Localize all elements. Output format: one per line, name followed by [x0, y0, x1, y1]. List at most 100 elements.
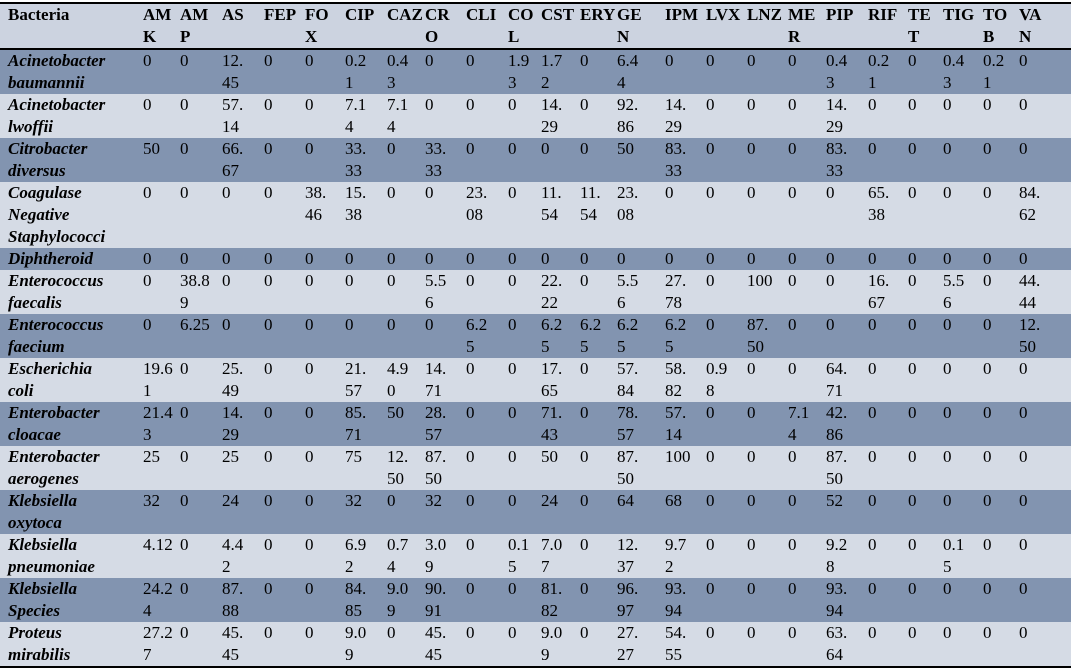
resistance-value: 0 [504, 402, 537, 446]
column-header-text: VA [1019, 5, 1042, 24]
resistance-value: 0 [260, 490, 301, 534]
column-header-text: N [1019, 27, 1032, 46]
resistance-value: 12.45 [218, 49, 260, 94]
resistance-value: 0 [576, 94, 613, 138]
resistance-value: 0 [702, 622, 743, 667]
resistance-value: 27.78 [661, 270, 702, 314]
resistance-value: 32 [139, 490, 176, 534]
resistance-value: 0 [504, 578, 537, 622]
resistance-value: 0 [341, 270, 383, 314]
table-row: Klebsiella Species 24.24 0 87.88 0 0 84.85 9.09… [0, 578, 1071, 622]
resistance-value: 9.09 [383, 578, 421, 622]
resistance-value: 0 [576, 490, 613, 534]
resistance-value: 71.43 [537, 402, 576, 446]
resistance-value: 0 [743, 358, 784, 402]
column-header-GEN: GE N [613, 3, 661, 50]
resistance-value: 44.44 [1015, 270, 1071, 314]
resistance-value: 0 [904, 446, 939, 490]
resistance-value: 0 [301, 270, 341, 314]
resistance-value: 0 [904, 578, 939, 622]
column-header-text: AS [222, 5, 244, 24]
resistance-value: 1.72 [537, 49, 576, 94]
column-header-text: RIF [868, 5, 898, 24]
resistance-value: 28.57 [421, 402, 462, 446]
resistance-value: 0 [979, 270, 1015, 314]
resistance-value: 0 [176, 402, 218, 446]
resistance-value: 0 [784, 490, 822, 534]
resistance-value: 0 [979, 490, 1015, 534]
column-header-VAN: VA N [1015, 3, 1071, 50]
resistance-value: 5.56 [613, 270, 661, 314]
resistance-value: 0 [661, 49, 702, 94]
resistance-value: 6.25 [537, 314, 576, 358]
resistance-value: 0 [979, 182, 1015, 248]
resistance-value: 0 [576, 534, 613, 578]
resistance-value: 0 [864, 358, 904, 402]
resistance-value: 0 [1015, 94, 1071, 138]
column-header-AMP: AM P [176, 3, 218, 50]
resistance-value: 11.54 [576, 182, 613, 248]
resistance-value: 0 [504, 138, 537, 182]
resistance-value: 27.27 [613, 622, 661, 667]
bacteria-name: Citrobacter diversus [0, 138, 139, 182]
resistance-value: 0 [1015, 622, 1071, 667]
resistance-value: 0 [939, 622, 979, 667]
resistance-value: 0 [504, 490, 537, 534]
resistance-value: 0 [784, 534, 822, 578]
resistance-value: 0 [702, 94, 743, 138]
resistance-value: 0 [939, 138, 979, 182]
resistance-value: 0 [661, 182, 702, 248]
resistance-value: 24.24 [139, 578, 176, 622]
column-header-TIG: TIG [939, 3, 979, 50]
resistance-value: 0 [702, 314, 743, 358]
resistance-value: 64 [613, 490, 661, 534]
resistance-value: 0 [462, 534, 504, 578]
resistance-value: 0 [864, 622, 904, 667]
table-row: Coagulase Negative Staphylococci 0 0 0 0 38.4… [0, 182, 1071, 248]
resistance-value: 0 [784, 622, 822, 667]
resistance-value: 4.12 [139, 534, 176, 578]
resistance-value: 25 [139, 446, 176, 490]
resistance-value: 0 [822, 182, 864, 248]
resistance-value: 0 [462, 446, 504, 490]
resistance-value: 0 [784, 182, 822, 248]
resistance-value: 85.71 [341, 402, 383, 446]
resistance-value: 83.33 [661, 138, 702, 182]
column-header-text: B [983, 27, 995, 46]
resistance-value: 0 [421, 314, 462, 358]
resistance-value: 0 [260, 182, 301, 248]
resistance-value: 0 [341, 314, 383, 358]
resistance-value: 0 [462, 138, 504, 182]
column-header-PIP: PIP [822, 3, 864, 50]
resistance-value: 0 [702, 248, 743, 270]
resistance-value: 14.29 [537, 94, 576, 138]
resistance-value: 0 [864, 446, 904, 490]
resistance-value: 9.09 [537, 622, 576, 667]
resistance-value: 0 [260, 94, 301, 138]
resistance-value: 7.07 [537, 534, 576, 578]
resistance-value: 0 [462, 490, 504, 534]
resistance-value: 0 [421, 182, 462, 248]
resistance-value: 16.67 [864, 270, 904, 314]
resistance-value: 23.08 [462, 182, 504, 248]
resistance-value: 38.46 [301, 182, 341, 248]
bacteria-name: Escherichia coli [0, 358, 139, 402]
column-header-text: LNZ [747, 5, 782, 24]
resistance-value: 22.22 [537, 270, 576, 314]
column-header-text: K [143, 27, 157, 46]
resistance-value: 0.21 [864, 49, 904, 94]
resistance-value: 0 [864, 402, 904, 446]
resistance-value: 0 [702, 534, 743, 578]
resistance-value: 0 [462, 622, 504, 667]
resistance-value: 0 [904, 270, 939, 314]
resistance-value: 0 [139, 182, 176, 248]
resistance-value: 38.89 [176, 270, 218, 314]
column-header-text: CAZ [387, 5, 423, 24]
resistance-value: 0.43 [939, 49, 979, 94]
resistance-value: 0 [864, 314, 904, 358]
column-header-text: CO [508, 5, 534, 24]
table-row: Escherichia coli 19.61 0 25.49 0 0 21.57 4.90 14… [0, 358, 1071, 402]
resistance-value: 33.33 [341, 138, 383, 182]
resistance-value: 0 [979, 622, 1015, 667]
resistance-value: 32 [421, 490, 462, 534]
